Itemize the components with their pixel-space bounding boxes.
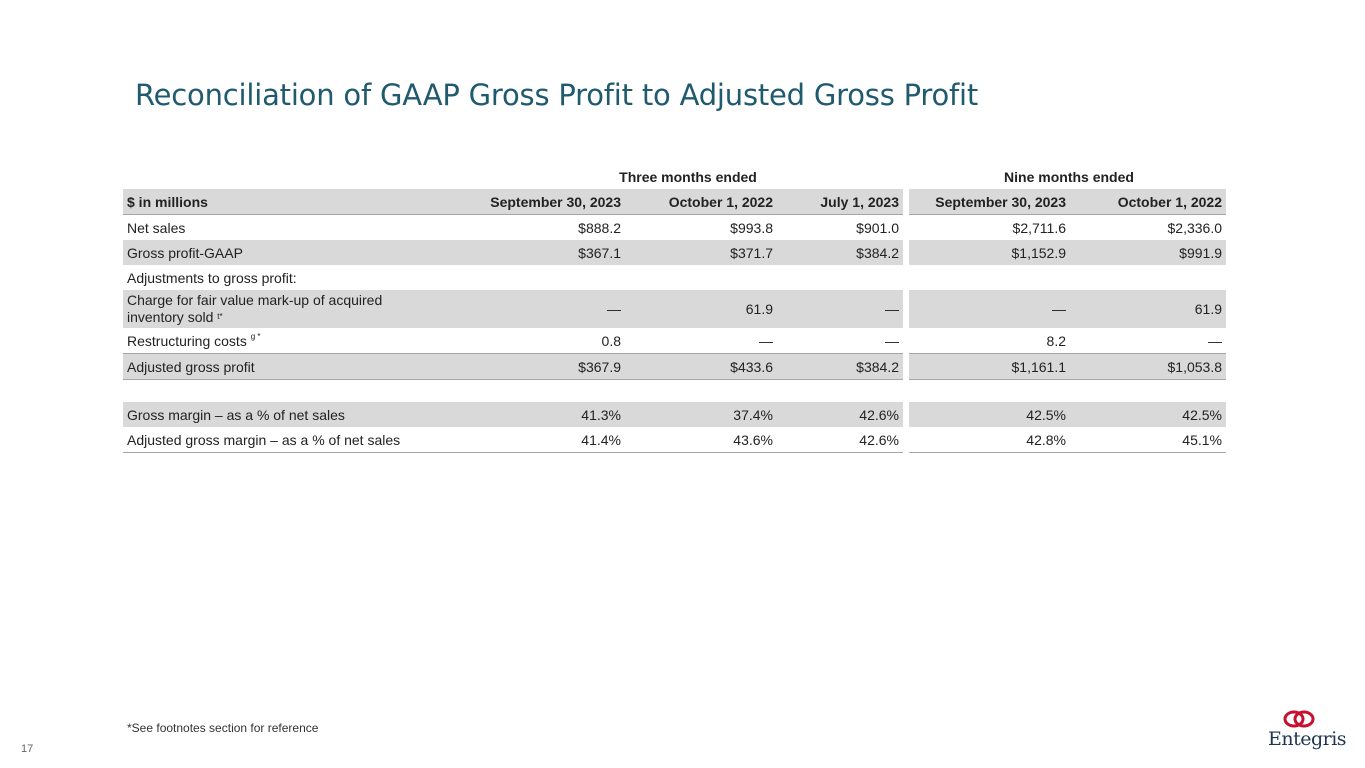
- cell: 61.9: [625, 290, 777, 328]
- cell: $2,336.0: [1167, 219, 1223, 236]
- cell: $991.9: [1070, 240, 1226, 265]
- cell: 42.8%: [909, 427, 1070, 453]
- logo-wordmark: Entegris: [1267, 728, 1347, 750]
- cell: $367.1: [465, 240, 625, 265]
- header-nine-sep-2023: September 30, 2023: [909, 189, 1070, 215]
- table-row-net-sales: Net sales $888.2 $993.8 $901.0 $2,711.6 …: [123, 214, 1226, 240]
- cell: —: [1070, 328, 1226, 354]
- row-label: Charge for fair value mark-up of acquire…: [123, 290, 465, 328]
- cell: $1,161.1: [909, 353, 1070, 380]
- cell: $888.2: [578, 219, 621, 236]
- table-row-charge-fair-value: Charge for fair value mark-up of acquire…: [123, 290, 1226, 328]
- row-label-line2: inventory sold: [127, 309, 214, 325]
- cell: $1,152.9: [909, 240, 1070, 265]
- cell: 61.9: [1070, 290, 1226, 328]
- cell: 41.4%: [465, 427, 625, 453]
- header-three-sep-2023: September 30, 2023: [465, 189, 625, 215]
- cell: 42.5%: [909, 402, 1070, 427]
- footnote-marker: t*: [217, 312, 223, 321]
- cell: 0.8: [465, 328, 625, 354]
- row-label: Net sales: [127, 219, 186, 236]
- cell: —: [465, 290, 625, 328]
- cell: —: [777, 290, 903, 328]
- cell: 42.5%: [1070, 402, 1226, 427]
- page-title: Reconciliation of GAAP Gross Profit to A…: [135, 78, 979, 112]
- table-row-gross-margin: Gross margin – as a % of net sales 41.3%…: [123, 402, 1226, 427]
- reconciliation-table: $ in millions September 30, 2023 October…: [123, 189, 1226, 453]
- row-label: Adjusted gross profit: [123, 353, 465, 380]
- cell: $901.0: [856, 219, 899, 236]
- row-label-text: Restructuring costs: [127, 332, 247, 349]
- cell: 42.6%: [777, 427, 903, 453]
- cell: 8.2: [909, 328, 1070, 354]
- entegris-logo: Entegris: [1266, 708, 1348, 760]
- footnote-text: *See footnotes section for reference: [127, 721, 319, 735]
- cell: 43.6%: [625, 427, 777, 453]
- row-label: Gross margin – as a % of net sales: [123, 402, 465, 427]
- footnote-marker: g *: [250, 331, 261, 341]
- row-label-line1: Charge for fair value mark-up of acquire…: [127, 292, 383, 308]
- cell: $384.2: [777, 353, 903, 380]
- nine-months-group-header: Nine months ended: [1004, 169, 1134, 185]
- logo-mark-icon: [1283, 710, 1315, 728]
- header-three-oct-2022: October 1, 2022: [625, 189, 777, 215]
- row-label: Restructuring costs g *: [123, 328, 465, 354]
- table-row-restructuring: Restructuring costs g * 0.8 — — 8.2 —: [123, 328, 1226, 354]
- cell: $2,711.6: [1012, 219, 1066, 236]
- cell: $1,053.8: [1070, 353, 1226, 380]
- cell: 45.1%: [1070, 427, 1226, 453]
- cell: —: [625, 328, 777, 354]
- cell: $433.6: [625, 353, 777, 380]
- cell: 42.6%: [777, 402, 903, 427]
- cell: $371.7: [625, 240, 777, 265]
- header-three-jul-2023: July 1, 2023: [777, 189, 903, 215]
- table-spacer-row: [123, 379, 1226, 402]
- cell: 41.3%: [465, 402, 625, 427]
- three-months-group-header: Three months ended: [619, 169, 757, 185]
- table-row-gross-profit-gaap: Gross profit-GAAP $367.1 $371.7 $384.2 $…: [123, 240, 1226, 265]
- cell: 37.4%: [625, 402, 777, 427]
- row-label: Gross profit-GAAP: [123, 240, 465, 265]
- table-row-adjusted-gross-margin: Adjusted gross margin – as a % of net sa…: [123, 427, 1226, 453]
- table-row-adjusted-gross-profit: Adjusted gross profit $367.9 $433.6 $384…: [123, 353, 1226, 380]
- cell: $367.9: [465, 353, 625, 380]
- header-label: $ in millions: [123, 189, 465, 215]
- table-row-adjustments: Adjustments to gross profit:: [123, 265, 1226, 290]
- row-label: Adjustments to gross profit:: [127, 269, 297, 286]
- page-number: 17: [21, 743, 34, 755]
- table-header-row: $ in millions September 30, 2023 October…: [123, 189, 1226, 215]
- cell: —: [777, 328, 903, 354]
- cell: $993.8: [730, 219, 773, 236]
- cell: —: [909, 290, 1070, 328]
- row-label: Adjusted gross margin – as a % of net sa…: [123, 427, 465, 453]
- header-nine-oct-2022: October 1, 2022: [1070, 189, 1226, 215]
- cell: $384.2: [777, 240, 903, 265]
